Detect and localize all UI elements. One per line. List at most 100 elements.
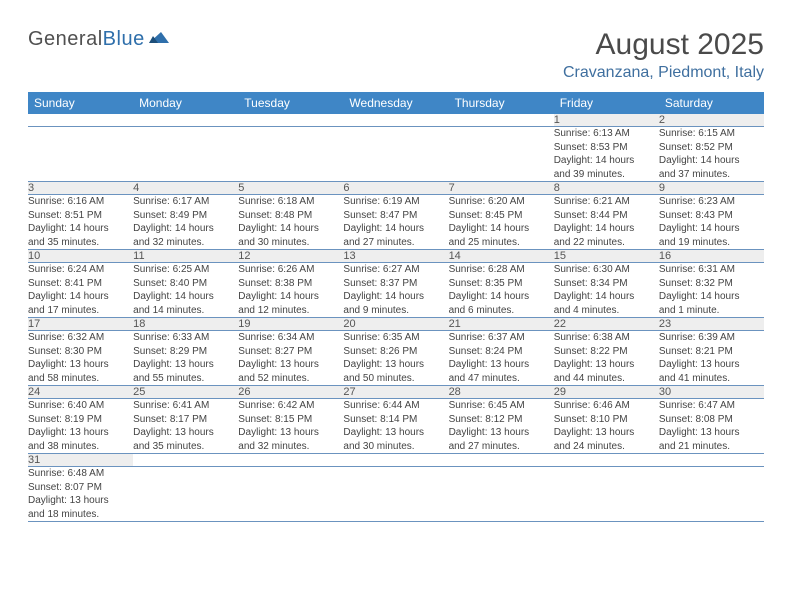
day-detail-cell xyxy=(238,127,343,182)
calendar-page: GeneralBlue August 2025 Cravanzana, Pied… xyxy=(0,0,792,522)
day-detail-cell: Sunrise: 6:21 AMSunset: 8:44 PMDaylight:… xyxy=(554,195,659,250)
day-detail-cell xyxy=(449,467,554,522)
day-detail-line: and 9 minutes. xyxy=(343,304,448,318)
day-number-cell: 24 xyxy=(28,386,133,399)
day-detail-cell xyxy=(449,127,554,182)
day-detail-line: Sunset: 8:32 PM xyxy=(659,277,764,291)
day-number-cell xyxy=(449,454,554,467)
page-title: August 2025 xyxy=(563,28,764,62)
day-detail-line: Sunset: 8:19 PM xyxy=(28,413,133,427)
day-detail-cell: Sunrise: 6:27 AMSunset: 8:37 PMDaylight:… xyxy=(343,263,448,318)
day-detail-line: Sunrise: 6:38 AM xyxy=(554,331,659,345)
daynum-row: 3456789 xyxy=(28,182,764,195)
day-detail-cell xyxy=(343,127,448,182)
day-detail-cell: Sunrise: 6:42 AMSunset: 8:15 PMDaylight:… xyxy=(238,399,343,454)
day-detail-line: and 47 minutes. xyxy=(449,372,554,386)
day-detail-cell: Sunrise: 6:15 AMSunset: 8:52 PMDaylight:… xyxy=(659,127,764,182)
day-detail-line: Sunset: 8:07 PM xyxy=(28,481,133,495)
day-detail-line: Daylight: 14 hours xyxy=(554,290,659,304)
day-detail-line: Daylight: 13 hours xyxy=(554,358,659,372)
day-detail-line: Sunset: 8:48 PM xyxy=(238,209,343,223)
day-detail-cell xyxy=(133,127,238,182)
day-detail-line: Daylight: 13 hours xyxy=(343,358,448,372)
day-detail-line: and 1 minute. xyxy=(659,304,764,318)
day-detail-line: Daylight: 14 hours xyxy=(659,222,764,236)
day-detail-line: Daylight: 13 hours xyxy=(238,426,343,440)
day-detail-line: and 52 minutes. xyxy=(238,372,343,386)
day-detail-line: Sunrise: 6:23 AM xyxy=(659,195,764,209)
day-detail-line: Sunrise: 6:21 AM xyxy=(554,195,659,209)
day-detail-line: and 18 minutes. xyxy=(28,508,133,522)
weekday-header-cell: Thursday xyxy=(449,92,554,114)
day-number-cell: 1 xyxy=(554,114,659,127)
day-number-cell: 7 xyxy=(449,182,554,195)
day-detail-cell: Sunrise: 6:32 AMSunset: 8:30 PMDaylight:… xyxy=(28,331,133,386)
day-detail-cell: Sunrise: 6:46 AMSunset: 8:10 PMDaylight:… xyxy=(554,399,659,454)
day-detail-line: Sunrise: 6:18 AM xyxy=(238,195,343,209)
day-number-cell: 3 xyxy=(28,182,133,195)
day-detail-line: Sunrise: 6:28 AM xyxy=(449,263,554,277)
day-detail-line: Sunrise: 6:45 AM xyxy=(449,399,554,413)
day-detail-line: Daylight: 14 hours xyxy=(28,222,133,236)
day-detail-line: and 21 minutes. xyxy=(659,440,764,454)
day-number-cell: 25 xyxy=(133,386,238,399)
logo: GeneralBlue xyxy=(28,28,173,51)
day-detail-line: Daylight: 13 hours xyxy=(133,358,238,372)
day-number-cell: 13 xyxy=(343,250,448,263)
logo-text: GeneralBlue xyxy=(28,28,145,51)
day-detail-line: and 12 minutes. xyxy=(238,304,343,318)
day-detail-line: Sunrise: 6:44 AM xyxy=(343,399,448,413)
day-number-cell xyxy=(343,114,448,127)
day-detail-line: Sunset: 8:43 PM xyxy=(659,209,764,223)
day-detail-line: and 6 minutes. xyxy=(449,304,554,318)
day-detail-line: and 27 minutes. xyxy=(449,440,554,454)
day-number-cell: 8 xyxy=(554,182,659,195)
day-detail-cell: Sunrise: 6:19 AMSunset: 8:47 PMDaylight:… xyxy=(343,195,448,250)
day-detail-line: Daylight: 13 hours xyxy=(449,426,554,440)
day-detail-line: and 19 minutes. xyxy=(659,236,764,250)
day-detail-line: Sunset: 8:24 PM xyxy=(449,345,554,359)
day-detail-line: Daylight: 14 hours xyxy=(133,290,238,304)
page-subtitle: Cravanzana, Piedmont, Italy xyxy=(563,64,764,82)
day-detail-cell xyxy=(554,467,659,522)
day-detail-line: Sunset: 8:21 PM xyxy=(659,345,764,359)
daynum-row: 17181920212223 xyxy=(28,318,764,331)
day-number-cell: 15 xyxy=(554,250,659,263)
day-detail-cell: Sunrise: 6:26 AMSunset: 8:38 PMDaylight:… xyxy=(238,263,343,318)
day-detail-line: Daylight: 13 hours xyxy=(659,358,764,372)
day-detail-line: Daylight: 13 hours xyxy=(554,426,659,440)
day-number-cell xyxy=(659,454,764,467)
day-detail-line: Sunrise: 6:25 AM xyxy=(133,263,238,277)
day-number-cell: 29 xyxy=(554,386,659,399)
day-detail-cell: Sunrise: 6:18 AMSunset: 8:48 PMDaylight:… xyxy=(238,195,343,250)
day-detail-line: Daylight: 14 hours xyxy=(659,154,764,168)
day-number-cell: 18 xyxy=(133,318,238,331)
day-number-cell xyxy=(133,454,238,467)
flag-icon xyxy=(149,29,173,50)
day-detail-line: Sunrise: 6:24 AM xyxy=(28,263,133,277)
weekday-header-cell: Tuesday xyxy=(238,92,343,114)
day-detail-line: Sunrise: 6:34 AM xyxy=(238,331,343,345)
day-detail-cell: Sunrise: 6:35 AMSunset: 8:26 PMDaylight:… xyxy=(343,331,448,386)
day-number-cell: 12 xyxy=(238,250,343,263)
detail-row: Sunrise: 6:13 AMSunset: 8:53 PMDaylight:… xyxy=(28,127,764,182)
day-number-cell: 6 xyxy=(343,182,448,195)
day-detail-line: and 27 minutes. xyxy=(343,236,448,250)
day-detail-cell: Sunrise: 6:30 AMSunset: 8:34 PMDaylight:… xyxy=(554,263,659,318)
day-number-cell xyxy=(449,114,554,127)
day-detail-line: Sunset: 8:22 PM xyxy=(554,345,659,359)
day-detail-line: Daylight: 14 hours xyxy=(554,222,659,236)
logo-word2: Blue xyxy=(103,28,145,50)
day-detail-line: Daylight: 13 hours xyxy=(343,426,448,440)
day-detail-line: Daylight: 13 hours xyxy=(28,426,133,440)
day-detail-cell xyxy=(659,467,764,522)
day-detail-line: Daylight: 14 hours xyxy=(238,290,343,304)
day-detail-line: and 25 minutes. xyxy=(449,236,554,250)
logo-word1: General xyxy=(28,28,103,50)
day-detail-line: Daylight: 13 hours xyxy=(659,426,764,440)
day-detail-line: and 24 minutes. xyxy=(554,440,659,454)
weekday-header: SundayMondayTuesdayWednesdayThursdayFrid… xyxy=(28,92,764,114)
day-detail-line: Sunrise: 6:30 AM xyxy=(554,263,659,277)
day-detail-line: Sunrise: 6:40 AM xyxy=(28,399,133,413)
day-detail-line: Sunrise: 6:31 AM xyxy=(659,263,764,277)
